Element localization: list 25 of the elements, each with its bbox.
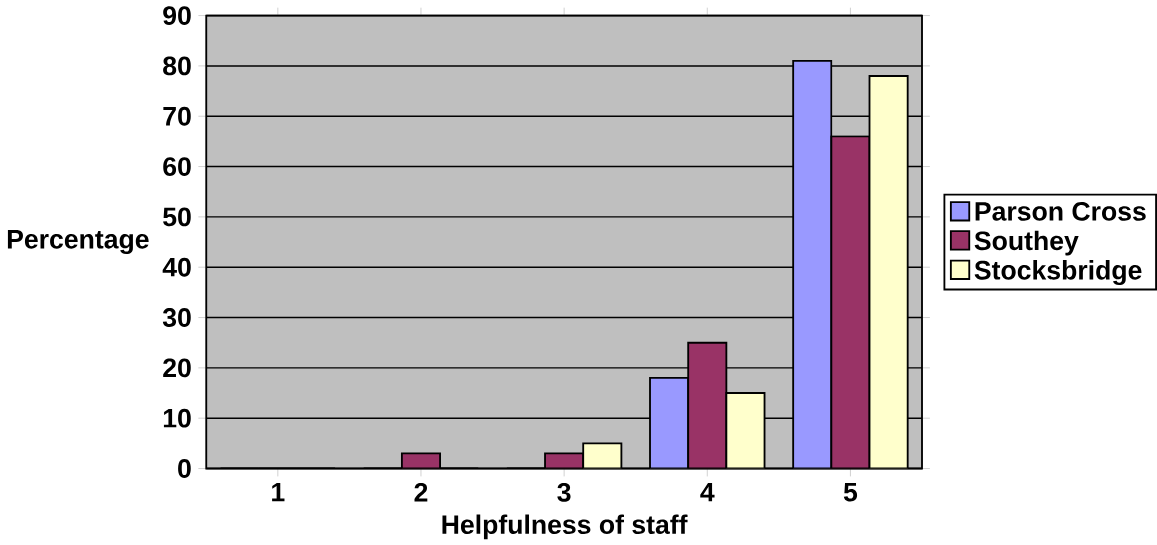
bar (687, 341, 728, 469)
x-tick-label: 1 (272, 482, 285, 502)
y-tick-label: 10 (163, 408, 191, 428)
bar (583, 443, 622, 469)
x-axis-title: Helpfulness of staff (442, 514, 688, 540)
legend-label: Stocksbridge (974, 259, 1142, 285)
y-tick-label: 50 (163, 207, 191, 227)
y-tick-label: 20 (163, 358, 191, 378)
x-tick-label: 2 (414, 482, 428, 502)
bar (830, 135, 871, 469)
legend-label: Parson Cross (975, 201, 1146, 221)
y-tick-label: 60 (163, 156, 191, 176)
bar (868, 74, 909, 469)
y-tick-label: 30 (162, 307, 191, 327)
y-tick-label: 40 (162, 257, 191, 277)
y-tick-label: 0 (178, 458, 191, 478)
legend-label: Southey (974, 230, 1079, 256)
y-tick-label: 80 (163, 56, 191, 76)
x-tick-label: 5 (843, 482, 858, 502)
y-tick-label: 90 (163, 5, 191, 25)
x-tick-label: 3 (557, 482, 571, 502)
y-tick-label: 70 (163, 106, 191, 126)
x-tick-label: 4 (700, 482, 715, 502)
y-axis-title: Percentage (7, 229, 149, 254)
bar (725, 391, 766, 469)
